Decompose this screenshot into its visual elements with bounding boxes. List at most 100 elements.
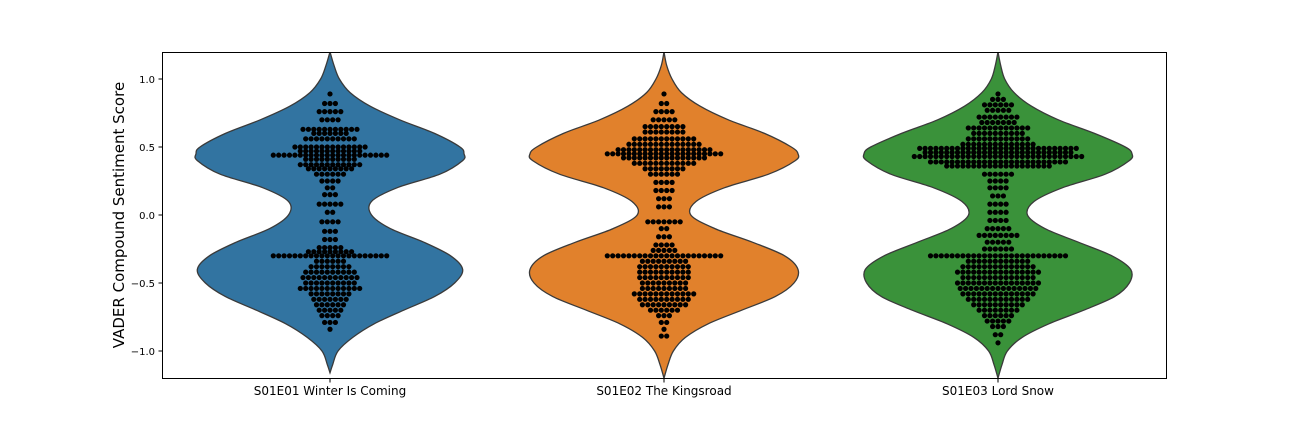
swarm-point <box>645 219 651 225</box>
swarm-point <box>1003 149 1009 156</box>
swarm-point <box>324 117 330 123</box>
swarm-point <box>685 264 691 270</box>
swarm-point <box>992 258 998 264</box>
swarm-point <box>332 166 338 172</box>
swarm-point <box>911 153 917 160</box>
swarm-point <box>656 219 662 225</box>
swarm-point <box>984 285 990 292</box>
swarm-point <box>1008 130 1015 136</box>
swarm-point <box>1030 269 1036 275</box>
swarm-point <box>949 145 955 151</box>
swarm-point <box>691 155 697 161</box>
swarm-point <box>960 141 966 147</box>
swarm-point <box>384 152 390 158</box>
swarm-point <box>674 136 681 142</box>
swarm-point <box>1041 153 1047 160</box>
swarm-point <box>1030 153 1036 160</box>
swarm-point <box>1025 125 1031 131</box>
swarm-point <box>680 155 686 161</box>
swarm-point <box>992 217 998 224</box>
swarm-point <box>384 253 390 259</box>
swarm-point <box>303 285 309 292</box>
swarm-point <box>1003 159 1009 165</box>
swarm-point <box>650 117 656 123</box>
swarm-point <box>335 313 341 319</box>
swarm-point <box>938 159 944 165</box>
swarm-point <box>319 264 325 270</box>
swarm-point <box>642 166 648 172</box>
x-tick-label: S01E01 Winter Is Coming <box>254 384 407 398</box>
swarm-point <box>995 226 1001 232</box>
swarm-point <box>696 141 702 147</box>
swarm-point <box>346 152 352 158</box>
swarm-point <box>631 147 637 153</box>
swarm-point <box>313 280 320 286</box>
swarm-point <box>346 291 352 297</box>
swarm-point <box>1008 153 1015 160</box>
swarm-point <box>297 253 303 259</box>
swarm-point <box>292 152 298 158</box>
swarm-point <box>1008 307 1015 313</box>
swarm-point <box>610 253 616 259</box>
swarm-point <box>330 269 336 275</box>
swarm-point <box>1017 285 1023 292</box>
swarm-point <box>1068 153 1074 160</box>
swarm-point <box>674 155 681 161</box>
swarm-point <box>976 159 982 165</box>
swarm-point <box>992 332 998 338</box>
swarm-point <box>965 136 971 142</box>
swarm-point <box>1003 102 1009 108</box>
swarm-point <box>949 253 955 259</box>
swarm-point <box>335 171 341 177</box>
swarm-point <box>650 258 656 264</box>
swarm-point <box>647 147 654 153</box>
swarm-point <box>949 163 955 169</box>
swarm-point <box>313 269 320 275</box>
swarm-point <box>1030 274 1036 281</box>
swarm-point <box>351 156 357 162</box>
swarm-point <box>954 159 961 165</box>
swarm-point <box>995 323 1001 330</box>
swarm-point <box>664 269 670 275</box>
y-tick-label: −0.5 <box>131 279 155 290</box>
swarm-point <box>998 141 1004 147</box>
swarm-point <box>965 253 971 259</box>
swarm-point <box>938 145 944 151</box>
swarm-point <box>1008 258 1015 264</box>
swarm-point <box>327 296 333 302</box>
swarm-point <box>303 156 309 162</box>
swarm-point <box>674 166 681 172</box>
swarm-point <box>981 313 988 319</box>
swarm-point <box>976 307 982 313</box>
swarm-point <box>303 280 309 286</box>
swarm-point <box>349 166 355 172</box>
swarm-point <box>319 162 325 168</box>
swarm-point <box>647 264 654 270</box>
swarm-point <box>1052 159 1058 165</box>
swarm-point <box>987 296 993 302</box>
swarm-point <box>680 264 686 270</box>
swarm-point <box>330 302 336 308</box>
swarm-point <box>1035 163 1042 169</box>
swarm-point <box>992 313 998 319</box>
swarm-point <box>680 151 686 157</box>
swarm-point <box>626 147 632 153</box>
swarm-point <box>664 100 670 107</box>
swarm-point <box>664 136 670 142</box>
swarm-point <box>666 204 673 210</box>
swarm-point <box>332 236 338 243</box>
swarm-point <box>666 196 673 202</box>
swarm-point <box>1057 145 1063 151</box>
swarm-point <box>672 258 678 264</box>
swarm-point <box>1035 269 1042 275</box>
swarm-point <box>319 148 325 154</box>
swarm-point <box>1019 163 1025 169</box>
swarm-point <box>981 302 988 308</box>
swarm-point <box>944 145 950 151</box>
swarm-point <box>1019 302 1025 308</box>
swarm-point <box>1046 145 1052 151</box>
swarm-point <box>305 126 311 132</box>
swarm-point <box>330 185 336 191</box>
swarm-point <box>335 162 341 168</box>
swarm-point <box>1003 302 1009 308</box>
